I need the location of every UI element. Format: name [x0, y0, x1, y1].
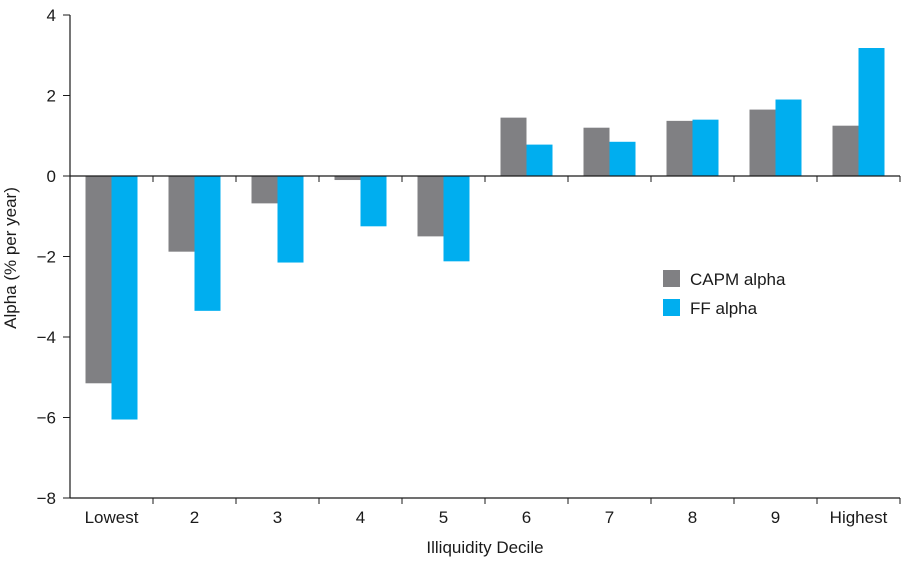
x-tick-label: 2	[190, 508, 199, 527]
x-tick-label: Highest	[830, 508, 888, 527]
x-tick-label: 5	[439, 508, 448, 527]
x-tick-label: 6	[522, 508, 531, 527]
bar-ff-5	[526, 144, 553, 176]
bar-ff-3	[360, 176, 387, 227]
bar-capm-4	[417, 176, 444, 237]
legend: CAPM alpha FF alpha	[663, 270, 786, 318]
bar-capm-8	[749, 109, 776, 176]
y-tick-label: −6	[37, 409, 56, 428]
bar-ff-2	[277, 176, 304, 263]
legend-swatch-capm	[663, 270, 680, 287]
bar-capm-0	[85, 176, 112, 384]
bar-capm-3	[334, 176, 361, 181]
x-tick-label: 4	[356, 508, 365, 527]
y-tick-label: 0	[47, 167, 56, 186]
y-tick-label: −8	[37, 489, 56, 508]
legend-label-ff: FF alpha	[690, 299, 758, 318]
y-tick-label: −2	[37, 248, 56, 267]
bar-capm-9	[832, 125, 859, 176]
y-tick-label: 2	[47, 87, 56, 106]
bar-capm-1	[168, 176, 195, 252]
bar-ff-1	[194, 176, 221, 311]
bars-layer	[85, 48, 885, 420]
x-tick-label: 8	[688, 508, 697, 527]
y-axis-title: Alpha (% per year)	[1, 187, 20, 329]
bar-ff-8	[775, 99, 802, 176]
bar-ff-9	[858, 48, 885, 176]
x-tick-label: 7	[605, 508, 614, 527]
bar-capm-7	[666, 120, 693, 176]
bar-capm-5	[500, 117, 527, 176]
y-tick-label: 4	[47, 6, 56, 25]
bar-ff-7	[692, 119, 719, 176]
bar-ff-6	[609, 141, 636, 176]
bar-ff-4	[443, 176, 470, 262]
x-axis-title: Illiquidity Decile	[426, 538, 543, 557]
x-tick-label: 9	[771, 508, 780, 527]
bar-capm-2	[251, 176, 278, 204]
axes-layer: 4 2 0 −2 −4 −6 −8 Lowest 2 3 4 5 6 7 8 9 Highest	[37, 6, 901, 527]
legend-label-capm: CAPM alpha	[690, 270, 786, 289]
y-tick-label: −4	[37, 328, 56, 347]
legend-swatch-ff	[663, 299, 680, 316]
x-tick-label: Lowest	[85, 508, 139, 527]
bar-capm-6	[583, 127, 610, 176]
bar-ff-0	[111, 176, 138, 420]
x-tick-label: 3	[273, 508, 282, 527]
